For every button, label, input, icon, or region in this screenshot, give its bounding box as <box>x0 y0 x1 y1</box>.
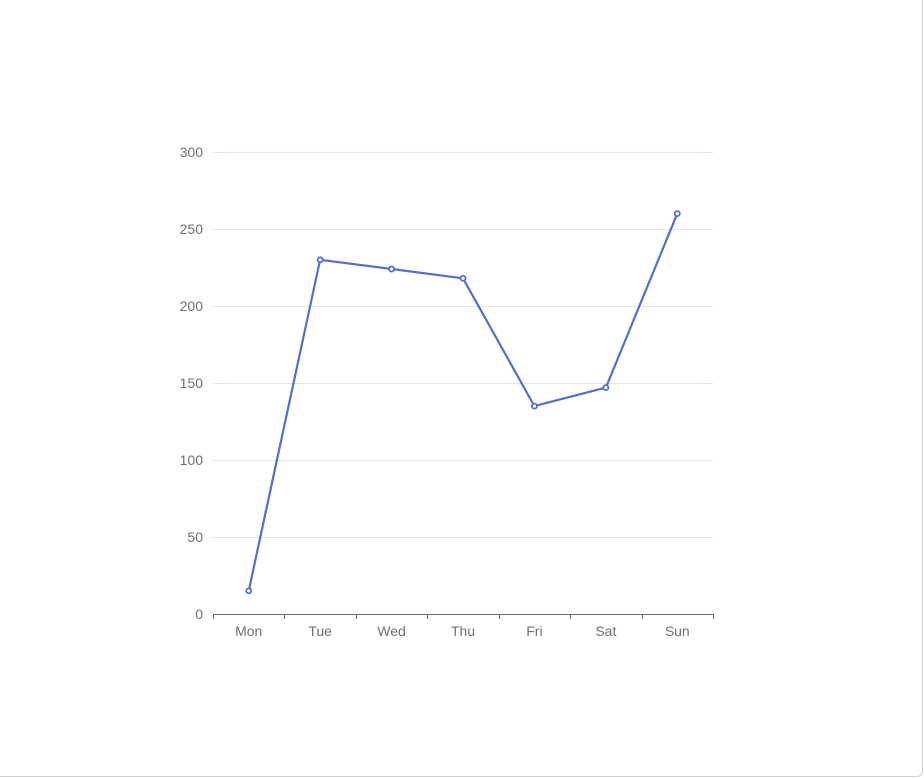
x-tick-label-tue: Tue <box>308 623 332 639</box>
data-point-fri[interactable] <box>531 402 538 410</box>
x-tick-label-sun: Sun <box>665 623 690 639</box>
y-tick-label-250: 250 <box>180 221 204 237</box>
x-tick-label-thu: Thu <box>451 623 475 639</box>
series-line-0 <box>247 213 679 592</box>
y-tick-label-50: 50 <box>187 529 203 545</box>
x-tick-label-fri: Fri <box>526 623 542 639</box>
y-tick-label-0: 0 <box>195 606 203 622</box>
y-tick-label-100: 100 <box>180 452 204 468</box>
x-axis: Mon Tue Wed Thu Fri Sat Sun <box>213 614 714 639</box>
x-tick-label-mon: Mon <box>235 623 262 639</box>
y-tick-label-300: 300 <box>180 144 204 160</box>
data-point-sun[interactable] <box>673 210 681 218</box>
data-point-thu[interactable] <box>459 274 467 282</box>
series <box>245 210 681 595</box>
data-point-wed[interactable] <box>388 265 395 273</box>
x-tick-label-sat: Sat <box>595 623 616 639</box>
y-tick-label-150: 150 <box>180 375 204 391</box>
data-point-tue[interactable] <box>316 256 324 264</box>
data-point-sat[interactable] <box>602 384 610 392</box>
x-tick-label-wed: Wed <box>377 623 406 639</box>
data-point-mon[interactable] <box>245 587 253 595</box>
grid-lines <box>213 152 713 538</box>
y-axis: 0 50 100 150 200 250 300 <box>180 144 204 622</box>
y-tick-label-200: 200 <box>180 298 204 314</box>
